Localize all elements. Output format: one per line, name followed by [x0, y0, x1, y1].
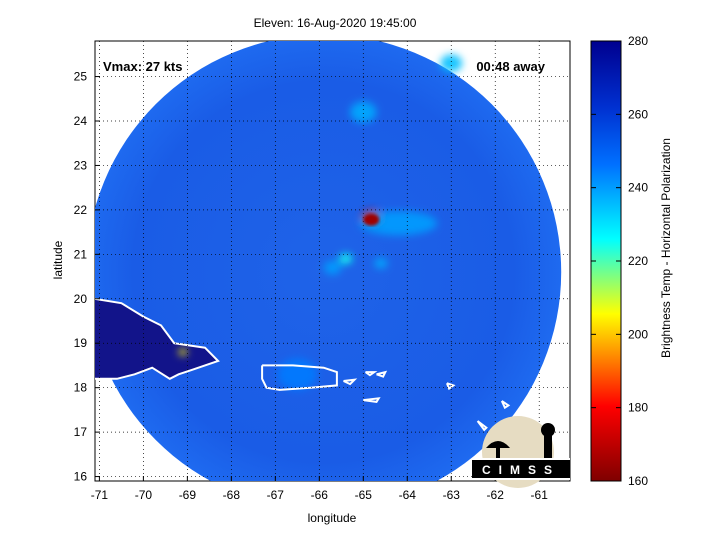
y-tick-label: 24	[74, 114, 88, 128]
x-axis: -71 -70 -69 -68 -67 -66 -65 -64 -63 -62 -61	[91, 476, 548, 502]
colorbar-tick-label: 200	[628, 327, 648, 341]
x-tick-label: -71	[91, 488, 109, 502]
colorbar-tick-label: 220	[628, 254, 648, 268]
x-tick-label: -64	[399, 488, 417, 502]
coastline	[364, 371, 378, 377]
logo-text: CIMSS	[482, 463, 560, 477]
y-tick-label: 16	[74, 470, 88, 484]
colorbar-tick-label: 260	[628, 107, 648, 121]
x-tick-label: -63	[443, 488, 461, 502]
y-tick-label: 18	[74, 381, 88, 395]
y-axis: 16 17 18 19 20 21 22 23 24 25	[74, 70, 100, 484]
feature-blob	[350, 101, 377, 123]
coastline	[376, 370, 388, 378]
coastline	[500, 400, 511, 410]
x-tick-label: -61	[531, 488, 549, 502]
y-tick-label: 20	[74, 292, 88, 306]
x-tick-label: -70	[135, 488, 153, 502]
coastline	[343, 378, 358, 386]
y-tick-label: 25	[74, 70, 88, 84]
y-tick-label: 21	[74, 247, 88, 261]
colorbar-tick-label: 180	[628, 401, 648, 415]
x-tick-label: -68	[223, 488, 241, 502]
y-tick-label: 22	[74, 203, 88, 217]
coastline	[95, 297, 220, 380]
satellite-swath	[95, 41, 562, 481]
cimss-logo: CIMSS	[472, 416, 570, 488]
feature-blob	[374, 257, 388, 269]
grid	[95, 41, 570, 481]
land-region-hispaniola	[95, 298, 219, 379]
chart-title: Eleven: 16-Aug-2020 19:45:00	[254, 16, 417, 30]
x-tick-label: -65	[355, 488, 373, 502]
coastline	[476, 420, 488, 432]
vmax-annotation: Vmax: 27 kts	[103, 59, 183, 74]
coastlines	[95, 297, 511, 432]
colorbar-ticks: 160 180 200 220 240 260 280	[591, 34, 648, 488]
colorbar-label: Brightness Temp - Horizontal Polarizatio…	[659, 138, 673, 358]
colorbar-tick-label: 240	[628, 181, 648, 195]
coastline	[363, 397, 381, 403]
y-tick-label: 19	[74, 336, 88, 350]
feature-blob	[178, 348, 188, 356]
brightness-features	[178, 54, 463, 391]
coastline	[445, 382, 456, 391]
time-away-annotation: 00:48 away	[476, 59, 545, 74]
coastline	[261, 364, 338, 391]
x-tick-label: -69	[179, 488, 197, 502]
feature-blob	[440, 54, 463, 73]
x-tick-label: -67	[267, 488, 285, 502]
colorbar-tick-label: 160	[628, 474, 648, 488]
feature-blob	[323, 260, 342, 275]
feature-blob	[339, 253, 353, 265]
y-tick-label: 17	[74, 425, 88, 439]
y-tick-label: 23	[74, 158, 88, 172]
x-axis-label: longitude	[308, 511, 357, 525]
feature-blob	[277, 358, 318, 391]
y-axis-label: latitude	[51, 240, 65, 279]
feature-blob	[359, 211, 438, 236]
colorbar-tick-label: 280	[628, 34, 648, 48]
x-tick-label: -62	[487, 488, 505, 502]
convective-core	[363, 213, 380, 226]
x-tick-label: -66	[311, 488, 329, 502]
